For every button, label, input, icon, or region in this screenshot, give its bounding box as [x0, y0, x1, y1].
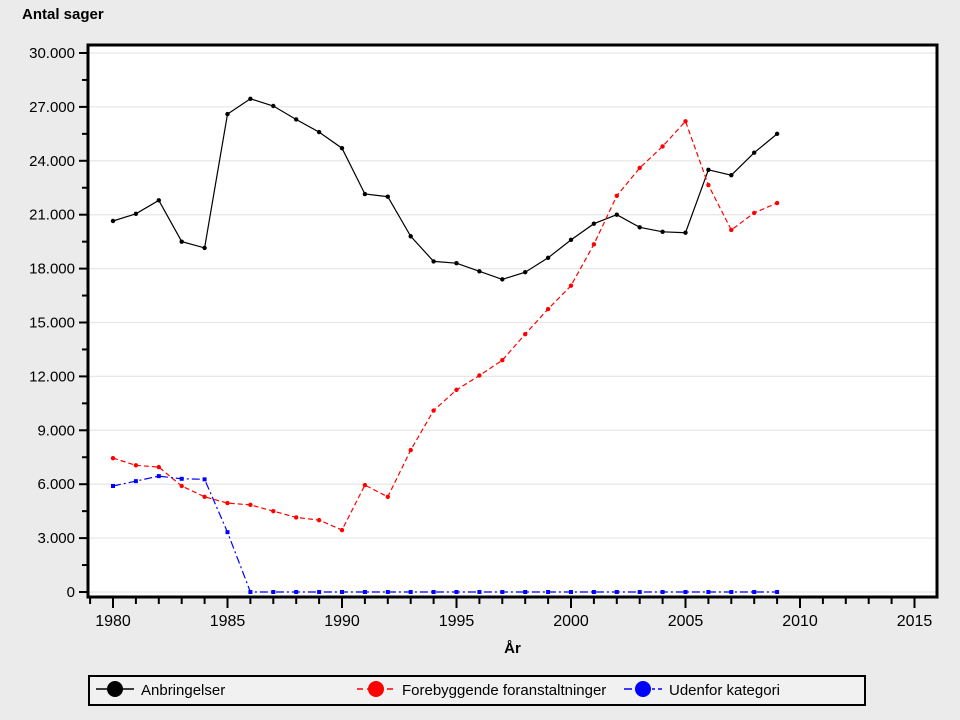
svg-text:21.000: 21.000 [29, 207, 75, 224]
svg-text:15.000: 15.000 [29, 315, 75, 332]
red-series-marker-icon [357, 679, 395, 703]
svg-text:2005: 2005 [668, 613, 704, 630]
legend-item-forebyggende: Forebyggende foranstaltninger [357, 677, 606, 704]
svg-text:2000: 2000 [553, 613, 589, 630]
svg-text:30.000: 30.000 [29, 45, 75, 62]
legend-label: Udenfor kategori [669, 682, 780, 699]
svg-text:0: 0 [67, 584, 75, 601]
svg-text:24.000: 24.000 [29, 153, 75, 170]
legend-item-anbringelser: Anbringelser [96, 677, 225, 704]
svg-text:1990: 1990 [324, 613, 360, 630]
black-series-marker-icon [96, 679, 134, 703]
svg-text:12.000: 12.000 [29, 368, 75, 385]
svg-text:1980: 1980 [95, 613, 131, 630]
legend: Anbringelser Forebyggende foranstaltning… [88, 675, 866, 706]
svg-text:27.000: 27.000 [29, 99, 75, 116]
svg-text:1995: 1995 [439, 613, 475, 630]
svg-text:6.000: 6.000 [37, 476, 75, 493]
svg-text:1985: 1985 [210, 613, 246, 630]
svg-text:3.000: 3.000 [37, 530, 75, 547]
plot-area: 0 3.000 6.000 9.000 12.000 15.000 18.000 21.000… [29, 43, 939, 630]
svg-text:18.000: 18.000 [29, 261, 75, 278]
svg-text:9.000: 9.000 [37, 422, 75, 439]
chart-title: Antal sager [22, 6, 104, 23]
legend-label: Forebyggende foranstaltninger [402, 682, 607, 699]
svg-text:2015: 2015 [897, 613, 933, 630]
svg-text:2010: 2010 [782, 613, 818, 630]
legend-item-udenfor: Udenfor kategori [624, 677, 780, 704]
legend-label: Anbringelser [141, 682, 226, 699]
x-axis-label: År [504, 640, 521, 657]
blue-series-marker-icon [624, 679, 662, 703]
